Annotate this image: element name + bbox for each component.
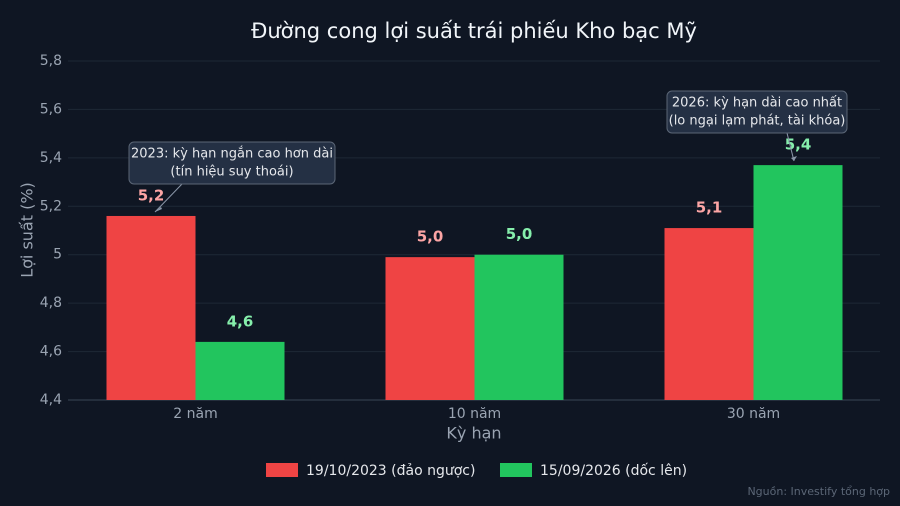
bar <box>753 165 843 400</box>
bar <box>664 228 754 400</box>
annotation-arrowhead <box>155 207 162 212</box>
y-tick-label: 4,8 <box>40 295 62 311</box>
y-tick-label: 5,4 <box>40 150 62 166</box>
chart-title: Đường cong lợi suất trái phiếu Kho bạc M… <box>251 19 697 43</box>
annotation-arrow <box>154 183 183 213</box>
y-tick-label: 5,6 <box>40 101 62 117</box>
annotation-box <box>666 90 848 134</box>
annotation-box <box>128 141 336 185</box>
value-label: 5,1 <box>696 199 723 217</box>
y-tick-label: 5,8 <box>40 53 62 69</box>
annotation-text: 2026: kỳ hạn dài cao nhất <box>672 96 842 111</box>
y-axis-label: Lợi suất (%) <box>18 182 37 278</box>
y-tick-label: 5 <box>53 247 62 263</box>
annotation-text: 2023: kỳ hạn ngắn cao hơn dài <box>131 147 333 162</box>
x-tick-label: 2 năm <box>173 406 217 422</box>
value-label: 5,0 <box>417 228 444 246</box>
annotation-arrow <box>786 132 795 162</box>
x-axis-label: Kỳ hạn <box>446 424 501 443</box>
x-tick-label: 30 năm <box>727 406 780 422</box>
source: Nguồn: Investify tổng hợp <box>747 485 890 498</box>
bar <box>385 257 475 400</box>
legend-swatch <box>266 463 298 477</box>
annotation-text: (lo ngại lạm phát, tài khóa) <box>669 114 846 129</box>
value-label: 5,0 <box>506 225 533 243</box>
bar <box>195 341 285 400</box>
value-label: 5,2 <box>138 186 165 204</box>
value-label: 4,6 <box>227 312 254 330</box>
legend-label: 19/10/2023 (đảo ngược) <box>306 463 475 479</box>
legend-label: 15/09/2026 (dốc lên) <box>540 462 687 479</box>
x-tick-label: 10 năm <box>448 406 501 422</box>
bar <box>106 215 196 400</box>
y-tick-label: 4,4 <box>40 392 62 408</box>
annotation-arrowhead <box>791 156 797 161</box>
annotation-text: (tín hiệu suy thoái) <box>170 165 293 180</box>
y-tick-label: 5,2 <box>40 198 62 214</box>
y-tick-label: 4,6 <box>40 344 62 360</box>
bar <box>474 254 564 400</box>
legend-swatch <box>500 463 532 477</box>
